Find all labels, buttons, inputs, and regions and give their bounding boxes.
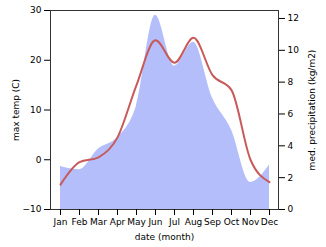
svg-text:4: 4 bbox=[288, 141, 294, 151]
svg-text:8: 8 bbox=[288, 77, 294, 87]
svg-text:6: 6 bbox=[288, 109, 294, 119]
svg-text:Apr: Apr bbox=[110, 217, 126, 227]
svg-text:10: 10 bbox=[30, 105, 42, 115]
svg-text:Sep: Sep bbox=[204, 217, 221, 227]
svg-text:2: 2 bbox=[288, 173, 294, 183]
svg-text:−10: −10 bbox=[23, 204, 42, 214]
svg-text:Nov: Nov bbox=[242, 217, 260, 227]
svg-text:0: 0 bbox=[288, 204, 294, 214]
svg-text:30: 30 bbox=[30, 5, 42, 15]
svg-text:Feb: Feb bbox=[72, 217, 88, 227]
svg-text:Jul: Jul bbox=[168, 217, 180, 227]
svg-text:Mar: Mar bbox=[90, 217, 107, 227]
svg-text:10: 10 bbox=[288, 45, 300, 55]
svg-text:Jan: Jan bbox=[53, 217, 68, 227]
svg-text:12: 12 bbox=[288, 13, 299, 23]
svg-text:date (month): date (month) bbox=[135, 232, 194, 242]
svg-text:max temp (C): max temp (C) bbox=[11, 79, 21, 141]
svg-text:20: 20 bbox=[30, 55, 42, 65]
svg-text:med. precipitation (kg/m2): med. precipitation (kg/m2) bbox=[307, 50, 317, 171]
svg-text:0: 0 bbox=[36, 155, 42, 165]
svg-text:Jun: Jun bbox=[147, 217, 162, 227]
svg-text:Dec: Dec bbox=[261, 217, 278, 227]
svg-text:May: May bbox=[127, 217, 146, 227]
svg-text:Oct: Oct bbox=[224, 217, 240, 227]
svg-text:Aug: Aug bbox=[185, 217, 203, 227]
